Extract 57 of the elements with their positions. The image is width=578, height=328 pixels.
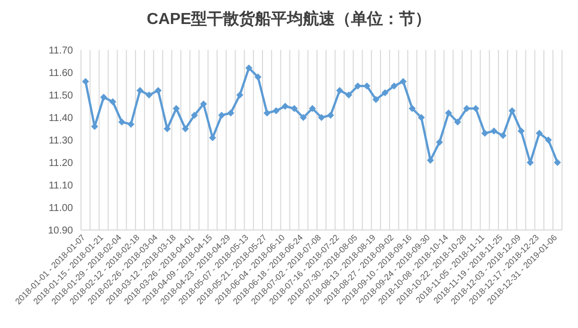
y-tick-label: 11.50 xyxy=(48,90,74,102)
y-tick-label: 11.10 xyxy=(48,180,74,192)
point xyxy=(481,130,488,137)
y-tick-label: 11.60 xyxy=(48,68,74,79)
point xyxy=(282,102,289,110)
point xyxy=(190,112,198,119)
point xyxy=(472,105,480,112)
y-tick-label: 11.70 xyxy=(48,46,74,56)
point xyxy=(544,136,552,144)
point xyxy=(245,64,252,72)
point xyxy=(445,110,452,116)
point xyxy=(408,105,416,112)
point xyxy=(264,110,271,116)
point xyxy=(236,92,244,98)
point xyxy=(290,105,298,112)
point xyxy=(372,96,380,103)
point xyxy=(272,107,280,114)
point xyxy=(100,94,108,101)
y-tick-label: 11.00 xyxy=(48,203,74,214)
point xyxy=(308,105,316,112)
point xyxy=(508,107,516,114)
point xyxy=(172,105,180,112)
point xyxy=(490,128,498,134)
point xyxy=(400,78,407,85)
point xyxy=(182,125,189,132)
point xyxy=(500,132,507,139)
point xyxy=(318,114,325,121)
y-tick-label: 11.40 xyxy=(48,113,74,124)
point xyxy=(300,114,307,121)
point xyxy=(354,82,362,90)
point xyxy=(418,114,425,121)
y-tick-label: 11.30 xyxy=(48,136,74,146)
point xyxy=(118,118,126,126)
point xyxy=(254,74,262,80)
point xyxy=(518,128,525,134)
point xyxy=(218,112,226,119)
y-tick-label: 10.90 xyxy=(48,226,74,236)
point xyxy=(127,120,134,128)
point xyxy=(436,138,443,146)
point xyxy=(536,130,543,137)
point xyxy=(382,89,389,96)
y-tick-label: 11.20 xyxy=(48,158,74,169)
point xyxy=(227,110,234,116)
point xyxy=(136,87,144,94)
point xyxy=(454,118,462,126)
point xyxy=(82,78,90,85)
point xyxy=(327,112,334,119)
point xyxy=(345,92,352,98)
point xyxy=(463,105,470,112)
chart-title: CAPE型干散货船平均航速（单位：节） xyxy=(146,10,432,28)
point xyxy=(109,98,116,106)
point xyxy=(336,87,344,94)
point xyxy=(154,87,162,94)
point xyxy=(390,82,398,90)
point xyxy=(146,92,153,98)
point xyxy=(200,100,208,108)
point xyxy=(554,159,561,166)
